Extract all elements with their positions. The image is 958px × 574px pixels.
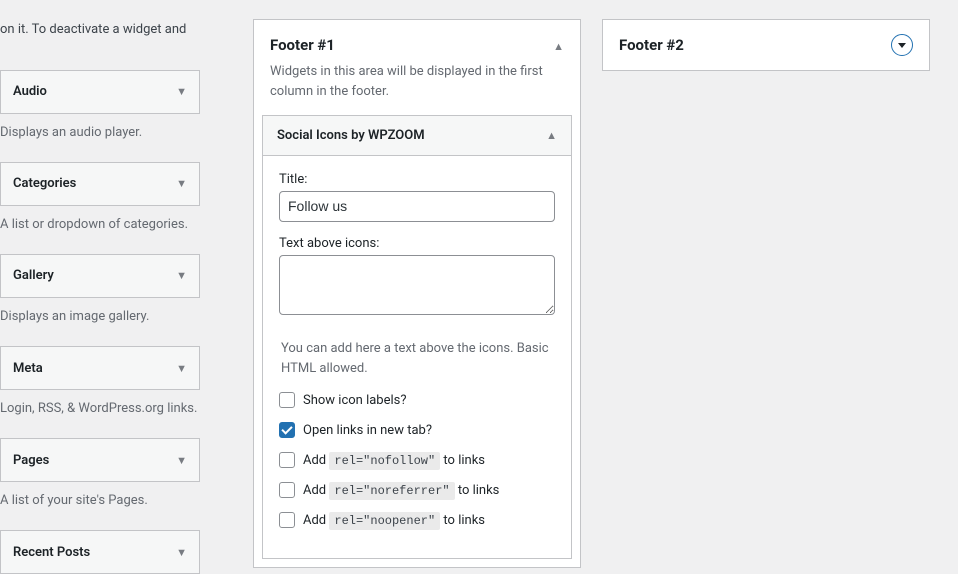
available-widgets-column: on it. To deactivate a widget and Audio … (0, 0, 200, 574)
nofollow-row: Add rel="nofollow" to links (279, 452, 555, 468)
noreferrer-label: Add rel="noreferrer" to links (303, 483, 499, 498)
new-tab-row: Open links in new tab? (279, 422, 555, 438)
widget-description: A list or dropdown of categories. (0, 206, 200, 234)
widget-description: Login, RSS, & WordPress.org links. (0, 390, 200, 418)
expand-toggle-icon[interactable] (891, 34, 913, 56)
code-chip: rel="nofollow" (329, 452, 440, 470)
widget-body: Title: Text above icons: You can add her… (263, 156, 571, 558)
chevron-down-icon: ▼ (176, 454, 187, 467)
widget-header[interactable]: Social Icons by WPZOOM ▲ (263, 116, 571, 156)
noopener-row: Add rel="noopener" to links (279, 512, 555, 528)
title-label: Title: (279, 172, 555, 187)
help-text: on it. To deactivate a widget and (0, 0, 200, 50)
chevron-up-icon: ▲ (546, 129, 557, 142)
widget-title: Categories (13, 176, 76, 191)
widget-title: Recent Posts (13, 545, 90, 560)
code-chip: rel="noopener" (329, 512, 440, 530)
widget-description: Displays an image gallery. (0, 298, 200, 326)
widget-title: Pages (13, 453, 49, 468)
widget-description: A list of your site's Pages. (0, 482, 200, 510)
text-above-label: Text above icons: (279, 236, 555, 251)
footer-2-panel: Footer #2 (602, 19, 930, 71)
chevron-down-icon: ▼ (176, 269, 187, 282)
chevron-up-icon[interactable]: ▲ (553, 36, 564, 53)
show-labels-row: Show icon labels? (279, 392, 555, 408)
title-input[interactable] (279, 191, 555, 222)
panel-title: Footer #2 (619, 36, 684, 54)
panel-title: Footer #1 (270, 36, 335, 54)
noopener-label: Add rel="noopener" to links (303, 513, 485, 528)
social-icons-widget: Social Icons by WPZOOM ▲ Title: Text abo… (262, 115, 572, 559)
help-text: You can add here a text above the icons.… (279, 333, 555, 392)
nofollow-checkbox[interactable] (279, 452, 295, 468)
footer-1-panel: Footer #1 ▲ Widgets in this area will be… (253, 19, 581, 568)
chevron-down-icon: ▼ (176, 177, 187, 190)
code-chip: rel="noreferrer" (329, 482, 454, 500)
widget-name: Social Icons by WPZOOM (277, 128, 425, 143)
noopener-checkbox[interactable] (279, 512, 295, 528)
show-labels-label: Show icon labels? (303, 393, 407, 408)
widget-title: Gallery (13, 268, 54, 283)
widget-recent-posts[interactable]: Recent Posts ▼ (0, 530, 200, 574)
show-labels-checkbox[interactable] (279, 392, 295, 408)
chevron-down-icon: ▼ (176, 546, 187, 559)
nofollow-label: Add rel="nofollow" to links (303, 453, 485, 468)
widget-meta[interactable]: Meta ▼ (0, 346, 200, 390)
panel-header[interactable]: Footer #2 (603, 20, 929, 70)
chevron-down-icon: ▼ (176, 85, 187, 98)
panel-header[interactable]: Footer #1 ▲ (254, 20, 580, 58)
noreferrer-row: Add rel="noreferrer" to links (279, 482, 555, 498)
chevron-down-icon: ▼ (176, 362, 187, 375)
new-tab-checkbox[interactable] (279, 422, 295, 438)
widget-title: Audio (13, 84, 47, 99)
panel-description: Widgets in this area will be displayed i… (254, 58, 580, 115)
widget-gallery[interactable]: Gallery ▼ (0, 254, 200, 298)
widget-pages[interactable]: Pages ▼ (0, 438, 200, 482)
new-tab-label: Open links in new tab? (303, 423, 432, 438)
text-above-textarea[interactable] (279, 255, 555, 315)
widget-title: Meta (13, 361, 43, 376)
widget-audio[interactable]: Audio ▼ (0, 70, 200, 114)
widget-description: Displays an audio player. (0, 114, 200, 142)
widget-categories[interactable]: Categories ▼ (0, 162, 200, 206)
noreferrer-checkbox[interactable] (279, 482, 295, 498)
